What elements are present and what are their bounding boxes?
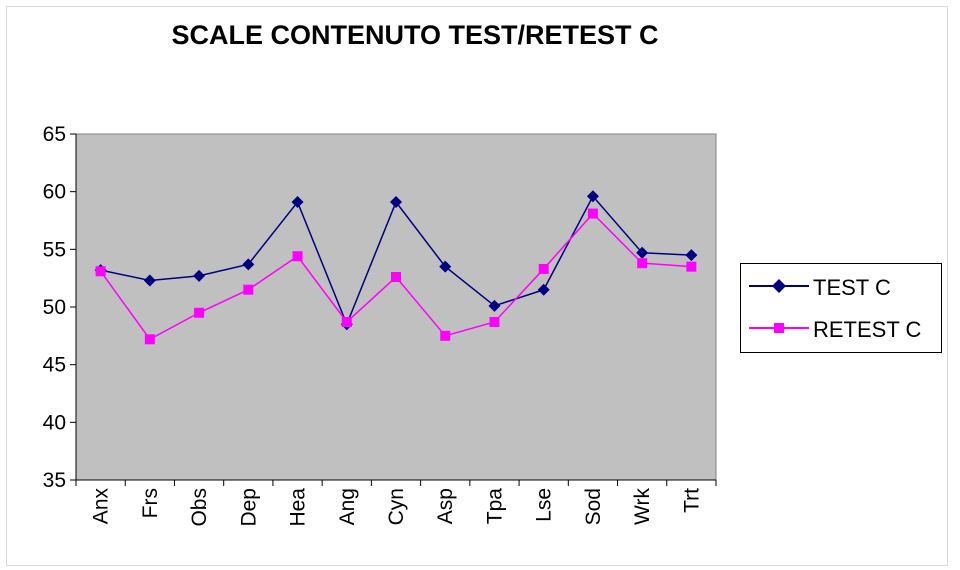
x-tick-label: Tpa	[483, 488, 506, 525]
x-tick-label: Wrk	[631, 488, 654, 525]
y-tick-label: 50	[43, 296, 66, 319]
x-tick-label: Lse	[533, 488, 556, 522]
legend-label-test: TEST C	[813, 275, 891, 300]
legend: TEST C RETEST C	[740, 263, 942, 353]
legend-item-retest: RETEST C	[741, 314, 941, 344]
y-tick-label: 60	[43, 181, 66, 204]
y-tick-label: 40	[43, 411, 66, 434]
chart-title: SCALE CONTENUTO TEST/RETEST C	[171, 20, 659, 50]
y-tick-label: 45	[43, 354, 66, 377]
x-tick-label: Cyn	[385, 488, 408, 525]
data-point-test	[685, 249, 698, 262]
data-point-retest	[587, 208, 598, 219]
x-tick-label: Sod	[582, 488, 605, 525]
x-tick-label: Trt	[680, 488, 703, 513]
x-tick-label: Anx	[90, 488, 113, 525]
y-tick-label: 65	[43, 123, 66, 146]
x-tick-label: Asp	[434, 488, 457, 524]
legend-marker-test	[772, 279, 786, 293]
legend-item-test: TEST C	[741, 272, 941, 302]
data-point-test	[439, 260, 452, 273]
x-tick-label: Frs	[139, 488, 162, 518]
data-point-test	[488, 299, 501, 312]
data-point-test	[586, 190, 599, 203]
data-point-retest	[440, 330, 451, 341]
data-point-retest	[341, 316, 352, 327]
data-point-test	[242, 258, 255, 271]
y-tick-label: 55	[43, 238, 66, 261]
data-point-retest	[144, 334, 155, 345]
x-tick-label: Hea	[287, 488, 310, 527]
data-point-test	[291, 196, 304, 209]
y-tick-label: 35	[43, 469, 66, 492]
legend-marker-retest	[774, 323, 784, 333]
data-point-test	[636, 246, 649, 259]
data-point-retest	[538, 263, 549, 274]
data-point-test	[390, 196, 402, 209]
legend-diamond-marker-icon	[749, 279, 809, 293]
x-tick-label: Obs	[188, 488, 211, 527]
data-point-test	[537, 283, 550, 296]
data-point-retest	[194, 307, 205, 318]
plot-area	[75, 133, 717, 481]
legend-label-retest: RETEST C	[813, 317, 922, 342]
data-point-retest	[243, 284, 254, 295]
data-point-retest	[391, 272, 401, 283]
data-point-test	[143, 274, 156, 287]
data-point-retest	[95, 266, 106, 277]
x-tick-label: Ang	[336, 488, 359, 525]
data-point-retest	[292, 251, 303, 262]
data-point-retest	[637, 258, 648, 269]
data-point-retest	[489, 316, 500, 327]
x-tick-label: Dep	[237, 488, 260, 527]
legend-square-marker-icon	[749, 323, 809, 333]
data-point-test	[193, 269, 206, 282]
data-point-retest	[686, 261, 697, 272]
